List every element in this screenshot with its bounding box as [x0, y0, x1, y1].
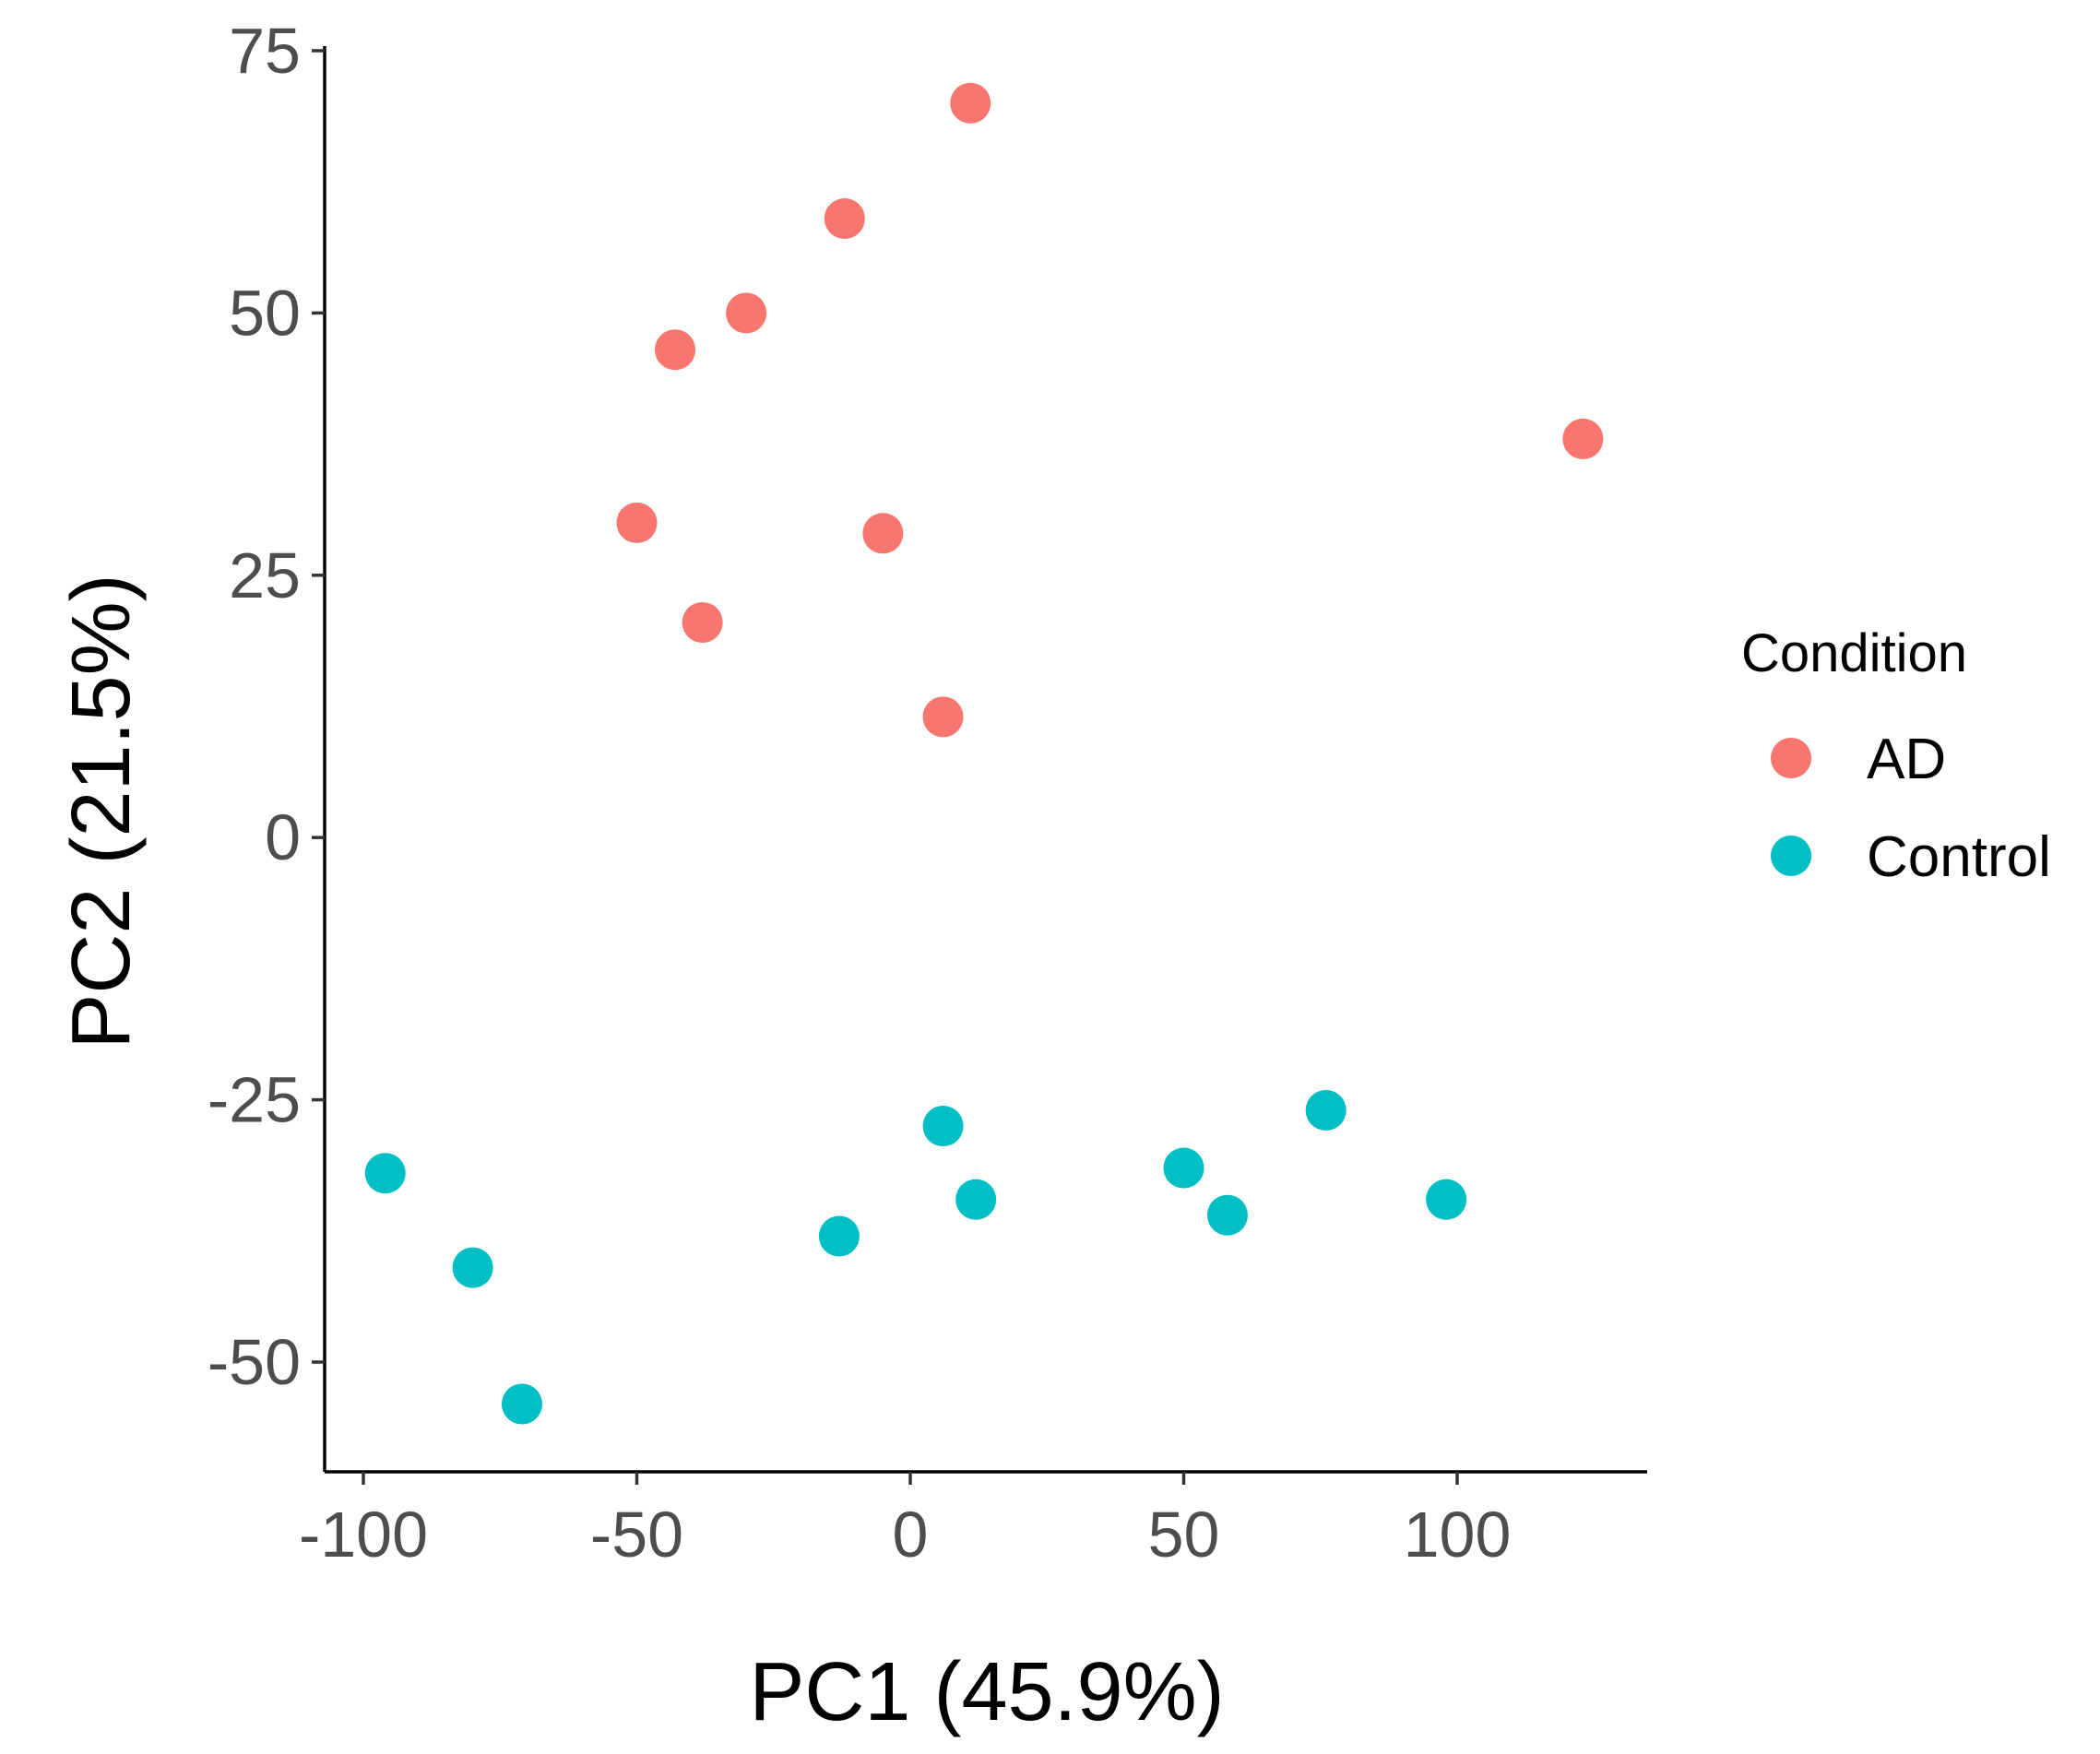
legend-key-ad [1771, 738, 1811, 778]
y-tick-label: -25 [208, 1064, 301, 1136]
y-tick-label: 0 [265, 801, 301, 873]
legend: Condition AD Control [1741, 623, 2051, 889]
point-ad [862, 513, 904, 554]
y-axis-title: PC2 (21.5%) [55, 574, 148, 1049]
series-control [364, 1089, 1467, 1425]
x-axis-title: PC1 (45.9%) [749, 1646, 1224, 1738]
point-control [1163, 1147, 1204, 1189]
legend-title: Condition [1741, 623, 1967, 683]
legend-label-ad: AD [1867, 728, 1946, 791]
y-tick-label: -50 [208, 1326, 301, 1398]
point-ad [824, 198, 865, 240]
point-control [501, 1383, 542, 1425]
x-tick-label: 0 [893, 1499, 929, 1570]
point-ad [726, 292, 767, 334]
point-ad [1562, 418, 1604, 459]
point-control [452, 1247, 493, 1288]
point-control [1426, 1179, 1467, 1220]
point-ad [616, 502, 658, 543]
point-control [1206, 1194, 1248, 1236]
point-ad [922, 696, 964, 738]
axes: -100 -50 0 50 100 75 50 25 0 -25 -50 [208, 15, 1647, 1570]
data-points [364, 82, 1604, 1425]
point-control [818, 1215, 860, 1257]
point-control [364, 1153, 406, 1194]
series-ad [616, 82, 1604, 738]
y-tick-label: 50 [229, 277, 301, 349]
x-tick-label: 50 [1148, 1499, 1220, 1570]
legend-key-control [1771, 836, 1811, 876]
x-tick-label: -50 [590, 1499, 683, 1570]
y-tick-label: 75 [229, 15, 301, 87]
x-tick-label: 100 [1404, 1499, 1512, 1570]
point-ad [655, 329, 696, 371]
x-tick-label: -100 [299, 1499, 428, 1570]
point-control [922, 1106, 964, 1147]
point-control [955, 1179, 997, 1220]
point-ad [950, 82, 991, 124]
legend-label-control: Control [1867, 825, 2051, 889]
y-tick-label: 25 [229, 539, 301, 611]
point-ad [682, 601, 723, 643]
point-control [1305, 1089, 1347, 1131]
